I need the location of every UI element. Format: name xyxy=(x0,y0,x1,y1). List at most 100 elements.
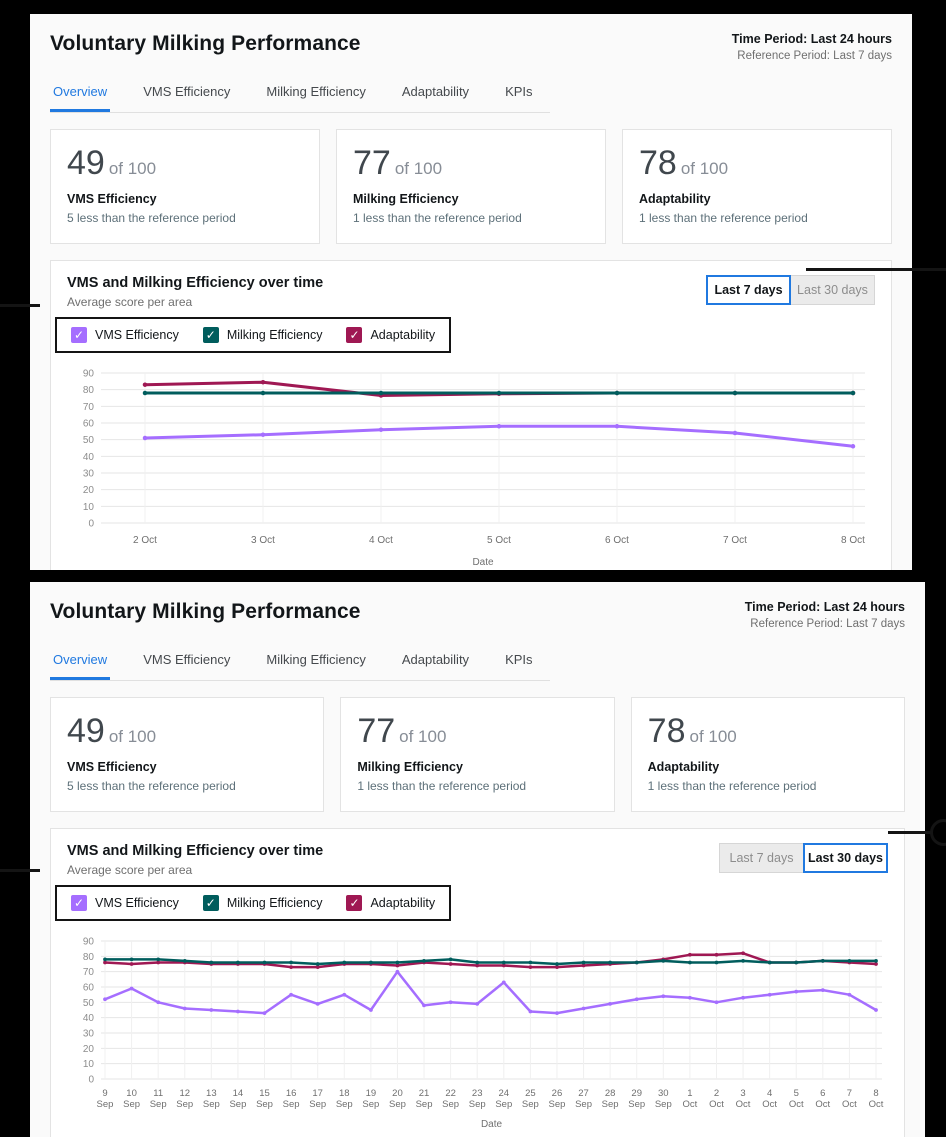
svg-text:Sep: Sep xyxy=(336,1099,353,1110)
svg-text:Oct: Oct xyxy=(762,1099,777,1110)
svg-text:90: 90 xyxy=(83,937,95,948)
checkbox-checked-icon[interactable]: ✓ xyxy=(71,895,87,911)
tab-kpis[interactable]: KPIs xyxy=(505,84,533,99)
range-last-7-days-button[interactable]: Last 7 days xyxy=(719,843,804,873)
range-last-7-days-button[interactable]: Last 7 days xyxy=(706,275,791,305)
chart-heading: VMS and Milking Efficiency over time Ave… xyxy=(67,843,323,877)
svg-text:Oct: Oct xyxy=(683,1099,698,1110)
range-toggle: Last 7 days Last 30 days xyxy=(719,843,888,873)
metric-value: 77 xyxy=(353,144,391,182)
svg-text:70: 70 xyxy=(83,402,95,413)
tab-vms-efficiency[interactable]: VMS Efficiency xyxy=(143,84,231,99)
svg-text:2: 2 xyxy=(714,1088,719,1099)
range-last-30-days-button[interactable]: Last 30 days xyxy=(790,275,875,305)
svg-text:Sep: Sep xyxy=(150,1099,167,1110)
metric-card-adaptability: 78 of 100 Adaptability 1 less than the re… xyxy=(622,129,892,244)
tab-bar: Overview VMS Efficiency Milking Efficien… xyxy=(50,82,550,113)
svg-text:9: 9 xyxy=(102,1088,107,1099)
checkbox-checked-icon[interactable]: ✓ xyxy=(202,895,219,911)
legend-label: VMS Efficiency xyxy=(95,328,179,342)
tab-milking-efficiency[interactable]: Milking Efficiency xyxy=(266,84,366,99)
svg-text:29: 29 xyxy=(631,1088,642,1099)
svg-text:15: 15 xyxy=(259,1088,270,1099)
metric-value: 49 xyxy=(67,712,105,750)
metric-cards-row: 49 of 100 VMS Efficiency 5 less than the … xyxy=(50,129,892,244)
svg-text:27: 27 xyxy=(578,1088,589,1099)
svg-text:50: 50 xyxy=(83,435,95,446)
svg-text:8: 8 xyxy=(873,1088,878,1099)
metric-name: Adaptability xyxy=(639,192,711,206)
tab-overview[interactable]: Overview xyxy=(50,650,111,680)
svg-text:Date: Date xyxy=(472,557,494,568)
svg-text:20: 20 xyxy=(83,1044,95,1055)
checkbox-checked-icon[interactable]: ✓ xyxy=(71,327,87,343)
metric-value: 49 xyxy=(67,144,105,182)
svg-text:16: 16 xyxy=(286,1088,297,1099)
svg-text:Oct: Oct xyxy=(869,1099,884,1110)
svg-text:Sep: Sep xyxy=(256,1099,273,1110)
metric-delta: 1 less than the reference period xyxy=(357,779,527,793)
svg-text:0: 0 xyxy=(88,519,94,530)
legend-item-milking-efficiency[interactable]: ✓ Milking Efficiency xyxy=(202,895,322,911)
metric-card-milking-efficiency: 77 of 100 Milking Efficiency 1 less than … xyxy=(336,129,606,244)
tab-milking-efficiency[interactable]: Milking Efficiency xyxy=(266,652,366,667)
legend-item-milking-efficiency[interactable]: ✓ Milking Efficiency xyxy=(202,327,323,343)
dashboard-panel-30-days: Voluntary Milking Performance Time Perio… xyxy=(30,582,925,1137)
svg-text:Sep: Sep xyxy=(575,1099,592,1110)
chart-title: VMS and Milking Efficiency over time xyxy=(67,275,324,291)
metric-delta: 5 less than the reference period xyxy=(67,211,236,225)
svg-text:14: 14 xyxy=(233,1088,244,1099)
metric-name: VMS Efficiency xyxy=(67,192,157,206)
legend-item-adaptability[interactable]: ✓ Adaptability xyxy=(346,895,435,911)
chart-card: VMS and Milking Efficiency over time Ave… xyxy=(50,260,892,570)
legend-label: Milking Efficiency xyxy=(226,328,323,342)
svg-text:6 Oct: 6 Oct xyxy=(605,535,629,546)
metric-name: VMS Efficiency xyxy=(67,760,157,774)
metric-card-vms-efficiency: 49 of 100 VMS Efficiency 5 less than the … xyxy=(50,129,320,244)
svg-text:50: 50 xyxy=(83,998,95,1009)
panel-header: Voluntary Milking Performance Time Perio… xyxy=(50,600,905,630)
svg-text:Sep: Sep xyxy=(602,1099,619,1110)
legend-item-adaptability[interactable]: ✓ Adaptability xyxy=(346,327,435,343)
svg-text:20: 20 xyxy=(392,1088,403,1099)
svg-text:4: 4 xyxy=(767,1088,772,1099)
chart-legend: ✓ VMS Efficiency ✓ Milking Efficiency ✓ … xyxy=(55,885,452,921)
range-last-30-days-button[interactable]: Last 30 days xyxy=(803,843,888,873)
metric-card-adaptability: 78 of 100 Adaptability 1 less than the re… xyxy=(630,697,905,812)
svg-text:10: 10 xyxy=(83,502,95,513)
checkbox-checked-icon[interactable]: ✓ xyxy=(346,895,363,911)
chart-legend: ✓ VMS Efficiency ✓ Milking Efficiency ✓ … xyxy=(55,317,452,353)
tab-overview[interactable]: Overview xyxy=(50,82,111,112)
tab-vms-efficiency[interactable]: VMS Efficiency xyxy=(143,652,231,667)
svg-text:70: 70 xyxy=(83,967,95,978)
legend-label: VMS Efficiency xyxy=(95,896,179,910)
svg-text:24: 24 xyxy=(499,1088,510,1099)
svg-text:19: 19 xyxy=(366,1088,377,1099)
metric-suffix: of 100 xyxy=(394,159,443,178)
tab-adaptability[interactable]: Adaptability xyxy=(401,652,470,667)
tab-kpis[interactable]: KPIs xyxy=(505,652,533,667)
tab-adaptability[interactable]: Adaptability xyxy=(401,84,470,99)
time-period-info: Time Period: Last 24 hours Reference Per… xyxy=(732,32,892,62)
svg-text:21: 21 xyxy=(419,1088,430,1099)
checkbox-checked-icon[interactable]: ✓ xyxy=(346,327,363,343)
svg-text:20: 20 xyxy=(83,485,95,496)
svg-text:7 Oct: 7 Oct xyxy=(723,535,747,546)
svg-text:30: 30 xyxy=(658,1088,669,1099)
metric-delta: 5 less than the reference period xyxy=(67,779,236,793)
legend-item-vms-efficiency[interactable]: ✓ VMS Efficiency xyxy=(71,895,179,911)
svg-text:5: 5 xyxy=(794,1088,799,1099)
metric-delta: 1 less than the reference period xyxy=(353,211,522,225)
svg-text:Sep: Sep xyxy=(176,1099,193,1110)
annotation-callout-circle xyxy=(930,819,946,846)
chart-subtitle: Average score per area xyxy=(67,863,193,877)
svg-text:40: 40 xyxy=(83,1013,95,1024)
svg-text:4 Oct: 4 Oct xyxy=(369,535,393,546)
svg-text:Oct: Oct xyxy=(789,1099,804,1110)
svg-text:Sep: Sep xyxy=(283,1099,300,1110)
legend-item-vms-efficiency[interactable]: ✓ VMS Efficiency xyxy=(71,327,179,343)
svg-text:Sep: Sep xyxy=(203,1099,220,1110)
checkbox-checked-icon[interactable]: ✓ xyxy=(202,327,219,343)
svg-text:6: 6 xyxy=(820,1088,825,1099)
tab-bar: Overview VMS Efficiency Milking Efficien… xyxy=(50,650,550,681)
